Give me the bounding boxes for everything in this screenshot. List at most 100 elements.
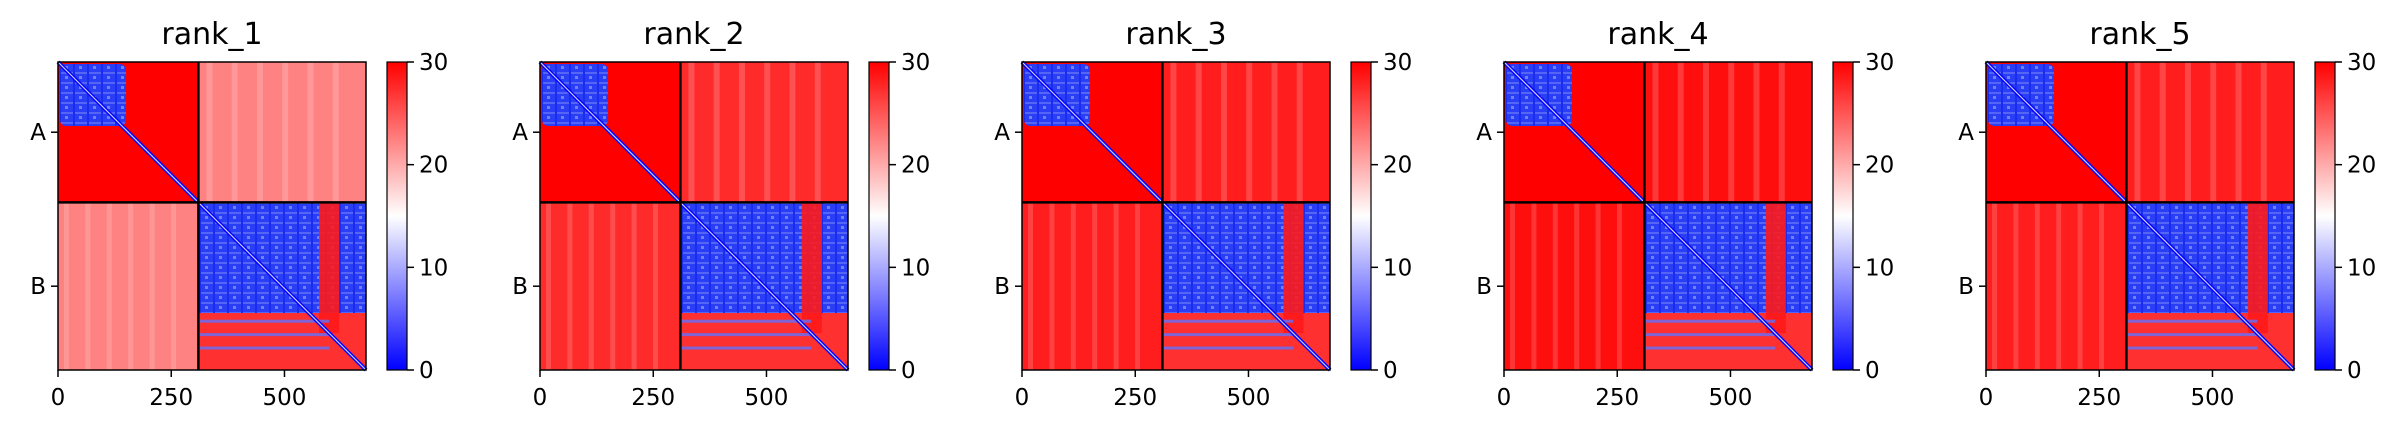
x-tick-label: 500 xyxy=(1227,385,1271,411)
panel-5: rank_5 A B 0 250 500 0 10 20 30 xyxy=(1958,17,2376,411)
interchain-streak xyxy=(1753,62,1760,203)
diagonal-highlight xyxy=(539,61,849,371)
chain-b-red-band xyxy=(1765,202,1786,334)
interchain-streak xyxy=(789,62,796,203)
interchain-streak xyxy=(610,202,616,370)
interchain-streak xyxy=(2077,202,2083,370)
interchain-streak xyxy=(1049,202,1055,370)
interchain-streak xyxy=(1617,202,1623,370)
colorbar xyxy=(2314,61,2336,371)
x-tick-label: 500 xyxy=(263,385,307,411)
colorbar-tick-label: 0 xyxy=(901,358,916,384)
interchain-streak xyxy=(713,62,720,203)
x-tick-label: 250 xyxy=(2077,385,2121,411)
chain-b-stripe xyxy=(1162,319,1294,323)
colorbar-tick-label: 10 xyxy=(901,255,930,281)
interchain-block-ba xyxy=(58,202,199,370)
panel-2: rank_2 A B 0 250 500 0 10 20 30 xyxy=(512,17,930,411)
colorbar-tick-label: 10 xyxy=(1865,255,1894,281)
chain-b-domain xyxy=(1162,202,1330,314)
interchain-streak xyxy=(1510,202,1515,370)
interchain-streak xyxy=(2235,62,2242,203)
x-tick-label: 0 xyxy=(1015,385,1030,411)
panel-title: rank_3 xyxy=(1125,17,1226,52)
interchain-streak xyxy=(764,62,771,203)
y-tick-label: B xyxy=(1958,274,1974,300)
heatmap-frame xyxy=(1021,61,1331,371)
interchain-block-ab xyxy=(1644,62,1812,203)
colorbar xyxy=(868,61,890,371)
interchain-block-ba xyxy=(1504,202,1645,370)
y-tick-label: B xyxy=(994,274,1010,300)
interchain-streak xyxy=(1595,202,1601,370)
interchain-streak xyxy=(738,62,745,203)
interchain-streak xyxy=(2134,62,2141,203)
colorbar-tick-label: 10 xyxy=(419,255,448,281)
colorbar-tick-label: 0 xyxy=(419,358,434,384)
interchain-streak xyxy=(588,202,594,370)
interchain-streak xyxy=(1170,62,1177,203)
heatmap-frame xyxy=(1503,61,1813,371)
interchain-streak xyxy=(332,62,339,203)
heatmap-frame xyxy=(1985,61,2295,371)
panel-3: rank_3 A B 0 250 500 0 10 20 30 xyxy=(994,17,1412,411)
interchain-streak xyxy=(1220,62,1227,203)
interchain-streak xyxy=(2099,202,2105,370)
interchain-streak xyxy=(2034,202,2040,370)
interchain-streak xyxy=(206,62,213,203)
y-tick-label: A xyxy=(1476,120,1492,146)
chain-b-domain xyxy=(2126,202,2294,314)
heatmap-frame xyxy=(539,61,849,371)
colorbar-tick-label: 30 xyxy=(1383,50,1412,76)
chain-b-domain xyxy=(1644,202,1812,314)
diagonal-highlight xyxy=(1021,61,1331,371)
diagonal-highlight xyxy=(57,61,367,371)
chain-b-stripe xyxy=(198,333,330,337)
chain-b-red-band xyxy=(801,202,822,334)
interchain-streak xyxy=(282,62,289,203)
x-tick-label: 500 xyxy=(745,385,789,411)
panel-4: rank_4 A B 0 250 500 0 10 20 30 xyxy=(1476,17,1894,411)
y-tick-label: B xyxy=(30,274,46,300)
colorbar-tick-label: 20 xyxy=(2347,153,2376,179)
interchain-streak xyxy=(1113,202,1119,370)
chain-b-stripe xyxy=(680,333,812,337)
panel-title: rank_2 xyxy=(643,17,744,52)
interchain-block-ab xyxy=(1162,62,1330,203)
interchain-streak xyxy=(1092,202,1098,370)
interchain-streak xyxy=(567,202,573,370)
interchain-streak xyxy=(171,202,177,370)
y-tick-label: A xyxy=(512,120,528,146)
panel-title: rank_4 xyxy=(1607,17,1708,52)
interchain-streak xyxy=(1702,62,1709,203)
x-tick-label: 250 xyxy=(1595,385,1639,411)
interchain-streak xyxy=(307,62,314,203)
interchain-streak xyxy=(814,62,821,203)
colorbar-tick-label: 0 xyxy=(2347,358,2362,384)
colorbar xyxy=(386,61,408,371)
panel-1: rank_1 A B 0 250 500 0 10 20 30 xyxy=(30,17,448,411)
colorbar-tick-label: 0 xyxy=(1865,358,1880,384)
colorbar-tick-label: 30 xyxy=(901,50,930,76)
x-tick-label: 0 xyxy=(1497,385,1512,411)
chain-b-stripe xyxy=(198,319,330,323)
interchain-block-ba xyxy=(1022,202,1163,370)
chain-b-red-band xyxy=(319,202,340,334)
colorbar-tick-label: 10 xyxy=(2347,255,2376,281)
chain-b-stripe xyxy=(2126,346,2258,350)
interchain-streak xyxy=(1271,62,1278,203)
interchain-streak xyxy=(2184,62,2191,203)
x-tick-label: 0 xyxy=(533,385,548,411)
colorbar-tick-label: 0 xyxy=(1383,358,1398,384)
interchain-block-ba xyxy=(1986,202,2127,370)
interchain-streak xyxy=(1652,62,1659,203)
interchain-streak xyxy=(1552,202,1558,370)
chain-b-red-band xyxy=(2247,202,2268,334)
chain-b-stripe xyxy=(1162,346,1294,350)
chain-b-domain xyxy=(198,202,366,314)
colorbar-tick-label: 30 xyxy=(2347,50,2376,76)
interchain-streak xyxy=(1135,202,1141,370)
x-tick-label: 500 xyxy=(2191,385,2235,411)
interchain-streak xyxy=(631,202,637,370)
